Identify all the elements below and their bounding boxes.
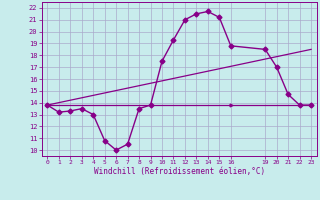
X-axis label: Windchill (Refroidissement éolien,°C): Windchill (Refroidissement éolien,°C) [94, 167, 265, 176]
